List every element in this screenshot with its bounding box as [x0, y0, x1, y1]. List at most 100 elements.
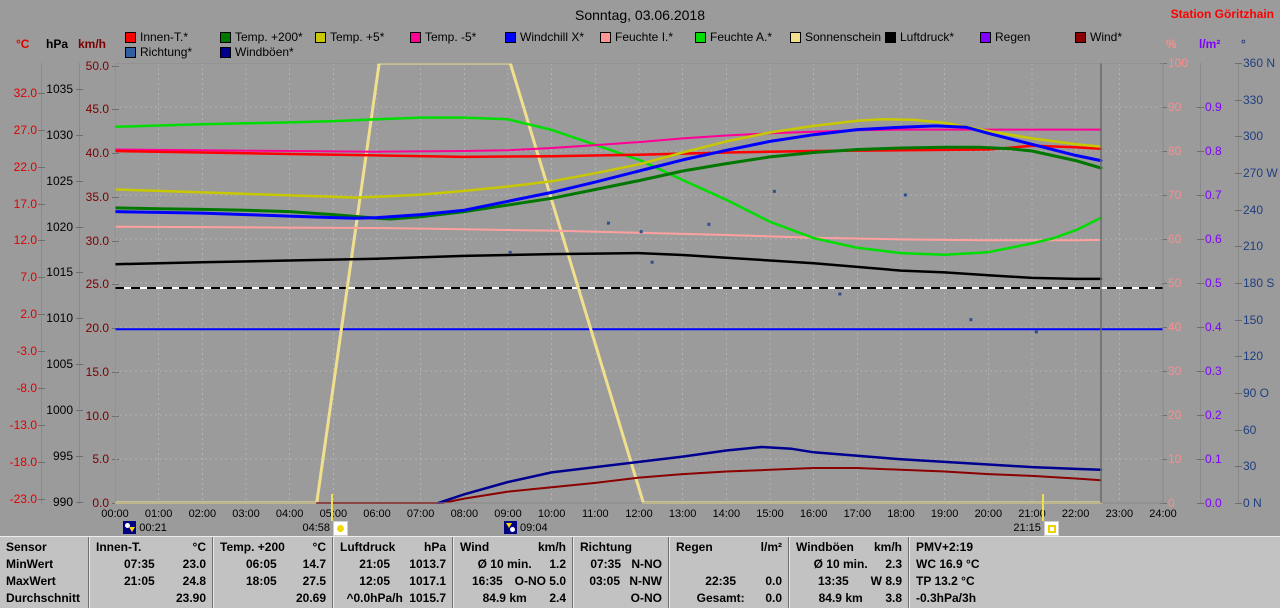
- axis-tick: [38, 203, 45, 205]
- station-name-label: Station Göritzhain: [1170, 7, 1274, 21]
- axis-tick-label: 0.0: [92, 496, 109, 510]
- axis-tick-label: 360 N: [1243, 56, 1276, 70]
- table-cell-value: 23.90: [175, 591, 206, 605]
- axis-tick-label: 100: [1168, 56, 1189, 70]
- plot-canvas: [115, 63, 1164, 504]
- axis-tick-label: 50: [1168, 276, 1182, 290]
- table-data-row: O-NO: [574, 590, 668, 607]
- legend-item-label: Feuchte I.*: [615, 30, 674, 44]
- table-cell-time: 21:05: [123, 574, 155, 588]
- x-axis-hour-label: 10:00: [537, 508, 566, 520]
- axis-tick-label: 10: [1168, 452, 1182, 466]
- axis-tick-label: 30.0: [85, 233, 109, 248]
- sunset-tick: [1041, 494, 1044, 521]
- table-data-row: 03:05 N-NW: [574, 573, 668, 590]
- table-row-labels-inner: Sensor MinWert MaxWert Durchschnitt: [0, 537, 88, 608]
- axis-tick: [1235, 63, 1242, 64]
- axis-tick: [1235, 173, 1242, 174]
- table-cell-value: 23.0: [182, 557, 206, 571]
- legend-item-label: Regen: [995, 30, 1031, 44]
- legend-item-label: Temp. -5*: [425, 30, 477, 44]
- axis-tick-label: -8.0: [16, 381, 37, 396]
- series-Temp. +5: [115, 117, 1103, 199]
- axis-tick-label: 40.0: [85, 146, 109, 161]
- sensor-name-label: Richtung: [580, 540, 632, 554]
- axis-tick-label: 1025: [46, 173, 73, 188]
- axis-tick: [38, 425, 45, 427]
- table-data-row: ^0.0hPa/h 1015.7: [334, 590, 452, 607]
- legend-item-label: Windchill X*: [520, 30, 585, 44]
- legend-item-label: Temp. +200*: [235, 30, 303, 44]
- sensor-unit-label: l/m²: [760, 540, 782, 554]
- table-row-label-text: Sensor: [6, 540, 47, 554]
- axis-tick-label: 60: [1243, 422, 1257, 437]
- sensor-unit-label: °C: [312, 540, 326, 554]
- series-Windböen: [436, 445, 1103, 504]
- axis-tick: [76, 226, 83, 228]
- axis-tick-label: 90 O: [1243, 386, 1270, 400]
- moonrise-icon: [504, 521, 518, 534]
- sunset-time-label: 21:15: [1013, 522, 1041, 534]
- sensor-name-label: Wind: [460, 540, 490, 554]
- axis-tick: [1235, 136, 1242, 138]
- axis-tick: [38, 166, 45, 168]
- axis-tick-label: 0.4: [1205, 320, 1222, 334]
- table-cell-time: 16:35: [471, 574, 503, 588]
- table-data-row: 84.9 km 3.8: [790, 590, 908, 607]
- legend-item-label: Feuchte A.*: [710, 30, 773, 44]
- table-cell-time: 84.9 km: [482, 591, 527, 605]
- plot-border: [115, 63, 1164, 504]
- axis-tick-label: 330: [1243, 92, 1264, 107]
- table-data-row: 18:05 27.5: [214, 573, 332, 590]
- axis-tick: [76, 180, 83, 182]
- table-panel-Temp. +200: Temp. +200 °C 06:05 14.7 18:05 27.5 20.69: [212, 537, 332, 608]
- axis-tick-label: 12.0: [13, 233, 37, 248]
- table-panel-header: Luftdruck hPa: [334, 539, 452, 556]
- axis-tick: [1197, 283, 1204, 284]
- series-Feuchte I.: [115, 225, 1102, 242]
- legend-swatch-icon: [220, 47, 231, 58]
- axis-tick: [1197, 415, 1204, 416]
- table-panel-inner: Regen l/m² 22:35 0.0 Gesamt: 0.0: [669, 537, 788, 608]
- axis-tick: [1235, 393, 1242, 394]
- table-panel-Innen-T.: Innen-T. °C 07:35 23.0 21:05 24.8 23.90: [88, 537, 212, 608]
- sensor-name-label: Innen-T.: [96, 540, 142, 554]
- axis-tick-label: 240: [1243, 202, 1264, 217]
- legend-item-label: Richtung*: [140, 45, 193, 59]
- table-panel-Windböen: Windböen km/h Ø 10 min. 2.3 13:35 W 8.9 84.9 k…: [788, 537, 908, 608]
- x-axis-hour-label: 19:00: [930, 508, 959, 520]
- sensor-unit-label: km/h: [873, 540, 902, 554]
- legend-item-label: Windböen*: [235, 45, 294, 59]
- axis-tick: [1197, 327, 1204, 328]
- sun-icon: [337, 525, 345, 532]
- axis-tick-label: 5.0: [92, 452, 109, 467]
- x-axis-hour-label: 20:00: [974, 508, 1003, 520]
- table-cell-time: Gesamt:: [696, 591, 745, 605]
- axis-tick-label: 120: [1243, 349, 1264, 364]
- axis-tick-label: 180 S: [1243, 276, 1275, 290]
- axis-tick-label: 0.3: [1205, 364, 1222, 378]
- x-axis-hour-label: 04:00: [275, 508, 304, 520]
- axis-tick-label: 150: [1243, 312, 1264, 327]
- table-cell-value: 27.5: [302, 574, 326, 588]
- direction-dot: [1034, 330, 1038, 334]
- table-cell-value: 1.2: [549, 557, 566, 571]
- axis-tick: [1197, 239, 1204, 240]
- axis-unit-label: °: [1241, 37, 1246, 51]
- x-axis-hour-label: 01:00: [144, 508, 173, 520]
- legend-item-label: Sonnenschein: [805, 30, 882, 44]
- table-data-row: 07:35 N-NO: [574, 556, 668, 573]
- axis-tick-label: 30: [1243, 459, 1257, 474]
- table-panel-Wind: Wind km/h Ø 10 min. 1.2 16:35 O-NO 5.0 84.9 km…: [452, 537, 572, 608]
- axis-tick-label: 1000: [46, 403, 73, 418]
- table-data-row: 20.69: [214, 590, 332, 607]
- direction-dot: [606, 221, 610, 225]
- table-panel-inner: Luftdruck hPa 21:05 1013.7 12:05 1017.1 ^0.0hP…: [333, 537, 452, 608]
- legend-item-label: Temp. +5*: [330, 30, 385, 44]
- table-cell-value: W 8.9: [870, 574, 902, 588]
- legend-swatch-icon: [885, 32, 896, 43]
- table-cell-time: Ø 10 min.: [813, 557, 868, 571]
- legend-swatch-icon: [125, 47, 136, 58]
- table-row-label-text: Durchschnitt: [6, 591, 81, 605]
